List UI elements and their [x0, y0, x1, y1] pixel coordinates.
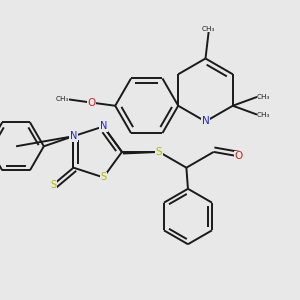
Text: CH₃: CH₃ [202, 26, 215, 32]
Text: N: N [202, 116, 209, 127]
Text: CH₃: CH₃ [257, 94, 270, 100]
Text: S: S [50, 180, 56, 190]
Text: O: O [234, 151, 243, 161]
Text: N: N [100, 122, 107, 131]
Text: CH₃: CH₃ [56, 97, 69, 103]
Text: S: S [156, 147, 162, 157]
Text: N: N [70, 131, 77, 141]
Text: S: S [100, 172, 106, 182]
Text: O: O [88, 98, 96, 108]
Text: CH₃: CH₃ [257, 112, 270, 118]
